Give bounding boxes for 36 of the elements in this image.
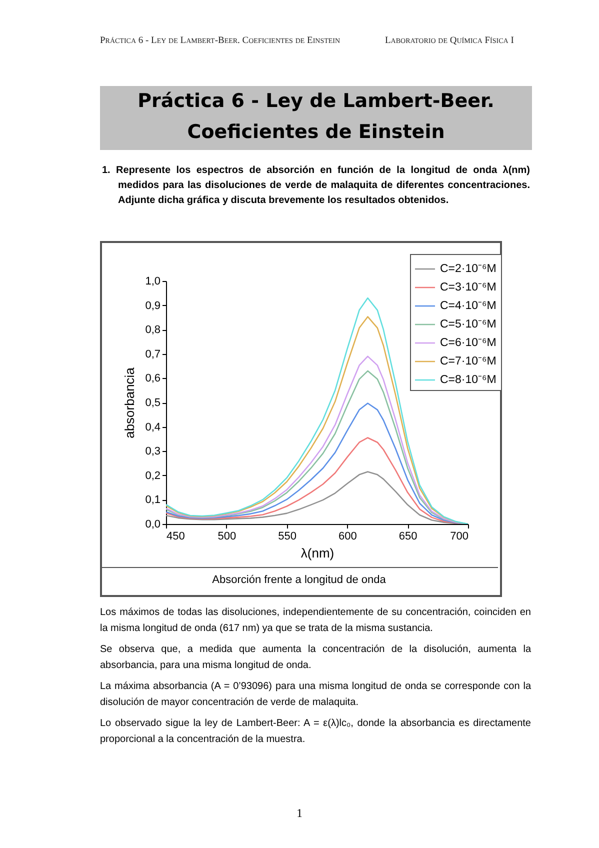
text: Lo observado sigue la ley de Lambert-Beer: A = ε(λ)lc₀, donde la absorbancia es directamente proporcional a la concentración de la muestra. <box>100 717 531 747</box>
chart-title: Práctica 6 - Ley de Lambert-Beer. Coeficientes de Einstein <box>100 86 532 150</box>
legend-label: C=3·10⁻⁶M <box>440 282 496 294</box>
x-tick-label: 650 <box>398 530 418 542</box>
x-tick-label: 550 <box>278 530 296 542</box>
x-tick-label: 700 <box>450 530 468 542</box>
legend-label: C=2·10⁻⁶M <box>440 263 496 275</box>
y-tick-label: 0,8 <box>145 324 160 336</box>
x-axis-title: λ(nm) <box>300 546 334 560</box>
y-tick-label: 0,3 <box>145 446 160 458</box>
y-tick-label: 0,7 <box>145 348 160 360</box>
text: Absorción frente a longitud de onda <box>100 567 498 592</box>
legend-label: C=5·10⁻⁶M <box>440 318 496 330</box>
y-tick-label: 0,4 <box>145 421 160 434</box>
legend-label: C=4·10⁻⁶M <box>440 300 496 312</box>
x-tick-label: 500 <box>218 530 236 542</box>
text: Práctica 6 - Ley de Lambert-Beer. Coeficientes de Einstein <box>100 36 340 46</box>
x-tick-label: 600 <box>338 530 357 542</box>
text: Laboratorio de Química Física I <box>385 36 514 46</box>
y-tick-label: 1,0 <box>145 276 160 288</box>
y-tick-label: 0,1 <box>145 494 160 506</box>
y-tick-label: 0,0 <box>145 518 160 530</box>
y-tick-label: 0,6 <box>145 372 160 385</box>
legend-label: C=7·10⁻⁶M <box>440 356 496 368</box>
chart-subtitle: 1. Represente los espectros de absorción en función de la longitud de onda λ(nm) medidos para las disoluciones de verde de malaquita de diferentes concentraciones. Adjunte dicha gráfica y discuta brevemente los resultados obtenidos. <box>102 164 530 208</box>
text: 1 <box>296 806 304 821</box>
text: Se observa que, a medida que aumenta la concentración de la disolución, aumenta la absorbancia, para una misma longitud de onda. <box>100 643 531 673</box>
text: Los máximos de todas las disoluciones, independientemente de su concentración, coinciden en la misma longitud de onda (617 nm) ya que se trata de la misma sustancia. <box>100 606 531 636</box>
y-tick-label: 0,2 <box>145 470 160 482</box>
x-tick-label: 450 <box>166 530 185 542</box>
y-tick-label: 0,5 <box>145 397 160 409</box>
text: La máxima absorbancia (A = 0’93096) para una misma longitud de onda se corresponde con la disolución de mayor concentración de verde de malaquita. <box>100 680 531 710</box>
y-tick-label: 0,9 <box>145 300 160 312</box>
y-axis-title: absorbancia <box>122 366 138 438</box>
legend-label: C=8·10⁻⁶M <box>440 374 496 386</box>
legend-label: C=6·10⁻⁶M <box>440 337 496 349</box>
